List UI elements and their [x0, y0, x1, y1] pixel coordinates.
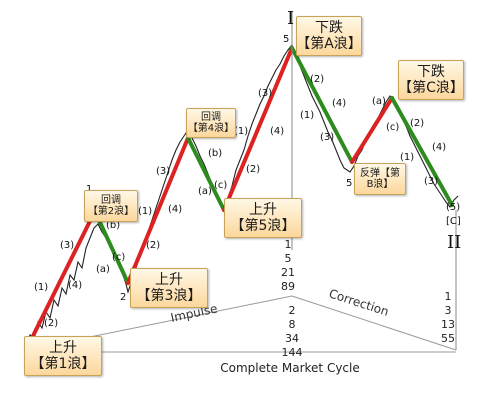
impulse-count-2: 21 [281, 266, 295, 279]
wave2-down-line [96, 216, 130, 285]
label-wa: (a) [96, 264, 110, 275]
callout-waveC-line2: 【第C浪】 [398, 80, 464, 96]
label-cycle-I: I [287, 8, 294, 29]
label-wa3: (a) [372, 96, 386, 107]
label-w4b: (4) [168, 204, 182, 215]
label-w3c: (3) [258, 88, 272, 99]
callout-wave1-line1: 上升 [49, 339, 77, 356]
correction-count-2: 13 [441, 318, 455, 331]
callout-wave5: 上升 【第5浪】 [224, 198, 302, 238]
wave3-up-line [126, 136, 190, 285]
wave1-up-line [24, 203, 100, 352]
callout-wave3-line2: 【第3浪】 [136, 288, 202, 304]
correction-count-0: 1 [445, 290, 452, 303]
complete-cycle-label: Complete Market Cycle [220, 361, 360, 375]
label-w2c: (2) [246, 164, 260, 175]
callout-waveC-line1: 下跌 [417, 63, 445, 80]
label-w2d: (2) [310, 74, 324, 85]
callout-wave1-line2: 【第1浪】 [30, 356, 96, 372]
label-w4: (4) [68, 280, 82, 291]
callout-waveB-line2: B浪】 [366, 179, 394, 190]
label-r5: 5 [346, 178, 352, 189]
center-count-0: 2 [289, 304, 296, 317]
callout-wave5-line2: 【第5浪】 [230, 218, 296, 234]
label-wa2: (a) [198, 186, 212, 197]
label-w4c: (4) [270, 126, 284, 137]
center-count-1: 8 [289, 318, 296, 331]
impulse-count-0: 1 [285, 238, 292, 251]
label-wb: (b) [106, 220, 120, 231]
callout-wave2-line1: 回调 [101, 194, 121, 206]
callout-waveB-line1: 反弹【第 [360, 167, 400, 179]
label-wc2: (c) [214, 180, 227, 191]
callout-waveA: 下跌 【第A浪】 [296, 16, 362, 56]
label-w4e: (4) [432, 142, 446, 153]
label-w3: (3) [60, 240, 74, 251]
label-w1b: (1) [138, 206, 152, 217]
callout-waveB: 反弹【第 B浪】 [354, 163, 406, 195]
callout-wave4-line1: 回调 [201, 111, 221, 123]
correction-base-line [291, 295, 457, 351]
label-cycle-II: II [447, 232, 461, 253]
price-path [25, 43, 459, 351]
correction-count-1: 3 [445, 304, 452, 317]
label-r1: 1 [86, 184, 92, 195]
label-w3d: (3) [320, 132, 334, 143]
callout-wave5-line1: 上升 [249, 201, 277, 218]
label-wc3: (c) [386, 122, 399, 133]
callout-wave4-line2: 【第4浪】 [187, 123, 235, 134]
callout-waveA-line2: 【第A浪】 [296, 36, 362, 52]
center-count-2: 34 [285, 332, 299, 345]
label-w1c: (1) [234, 126, 248, 137]
label-w5e: (5) [446, 202, 460, 213]
label-w4d: (4) [332, 98, 346, 109]
center-count-3: 144 [282, 346, 303, 359]
correction-label: Correction [327, 286, 390, 319]
waveC-down-line [390, 96, 454, 207]
correction-count-3: 55 [441, 332, 455, 345]
label-wb2: (b) [208, 148, 222, 159]
callout-wave1: 上升 【第1浪】 [24, 336, 102, 376]
label-w2: (2) [44, 318, 58, 329]
label-w1: (1) [34, 282, 48, 293]
label-w3b: (3) [156, 166, 170, 177]
wave4-down-line [186, 136, 226, 212]
callout-wave3: 上升 【第3浪】 [130, 268, 208, 308]
callout-wave4: 回调 【第4浪】 [186, 108, 236, 138]
label-w1e: (1) [400, 152, 414, 163]
waveA-down-line [290, 46, 354, 164]
wave5-up-line [222, 46, 294, 212]
callout-wave2-line2: 【第2浪】 [87, 206, 135, 217]
label-w1d: (1) [300, 110, 314, 121]
callout-waveA-line1: 下跌 [315, 19, 343, 36]
label-r2: 2 [120, 292, 126, 303]
label-w3e: (3) [424, 176, 438, 187]
label-w2b: (2) [146, 240, 160, 251]
callout-wave2: 回调 【第2浪】 [84, 190, 138, 222]
impulse-count-1: 5 [285, 252, 292, 265]
waveB-up-line [350, 96, 394, 164]
callout-wave3-line1: 上升 [155, 271, 183, 288]
callout-waveC: 下跌 【第C浪】 [398, 60, 464, 100]
impulse-count-3: 89 [281, 280, 295, 293]
label-w2e: (2) [410, 118, 424, 129]
label-wc: (c) [112, 252, 125, 263]
label-C: [C] [446, 216, 461, 227]
label-top-5: 5 [283, 34, 289, 45]
